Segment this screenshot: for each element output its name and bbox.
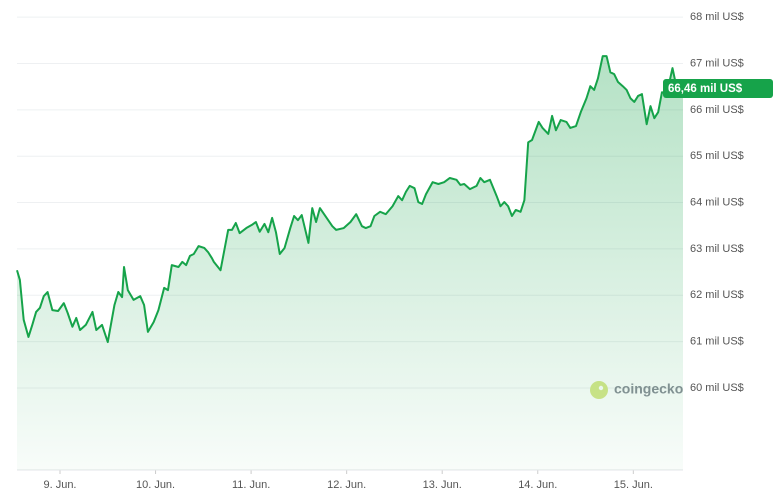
last-price-label: 66,46 mil US$ xyxy=(668,83,743,95)
price-line xyxy=(16,55,684,344)
y-tick-label: 65 mil US$ xyxy=(690,150,744,162)
y-tick-label: 60 mil US$ xyxy=(690,382,744,394)
x-tick-label: 11. Jun. xyxy=(232,479,270,491)
last-price-badge xyxy=(663,79,773,99)
x-tick-label: 13. Jun. xyxy=(423,479,462,491)
y-tick-label: 62 mil US$ xyxy=(690,289,744,301)
x-tick-label: 12. Jun. xyxy=(327,479,366,491)
price-area xyxy=(17,56,683,470)
x-tick-label: 15. Jun. xyxy=(614,479,653,491)
y-tick-label: 63 mil US$ xyxy=(690,243,744,255)
x-tick-label: 10. Jun. xyxy=(136,479,175,491)
y-tick-label: 68 mil US$ xyxy=(690,11,744,23)
y-tick-label: 66 mil US$ xyxy=(690,104,744,116)
x-tick-label: 9. Jun. xyxy=(43,479,76,491)
x-tick-label: 14. Jun. xyxy=(518,479,557,491)
y-tick-label: 64 mil US$ xyxy=(690,196,744,208)
y-tick-label: 67 mil US$ xyxy=(690,57,744,69)
y-tick-label: 61 mil US$ xyxy=(690,336,744,348)
